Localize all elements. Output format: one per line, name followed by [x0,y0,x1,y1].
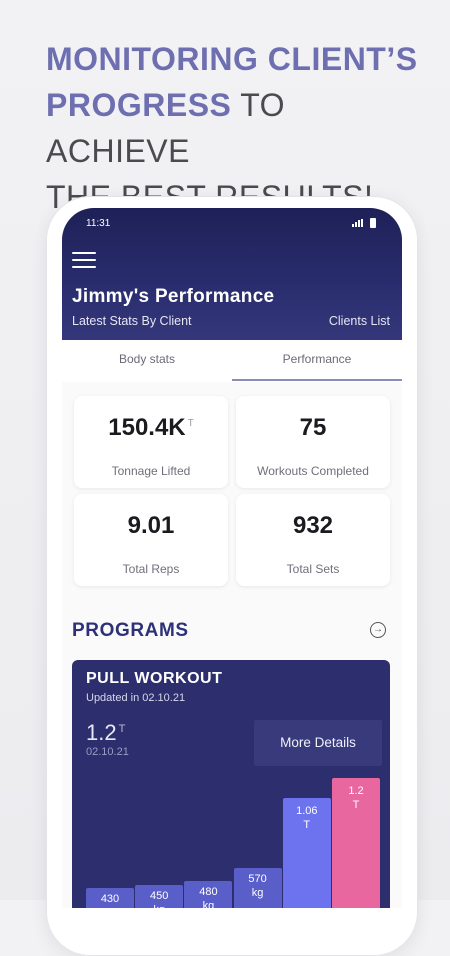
program-date: 02.10.21 [86,746,129,758]
program-updated: Updated in 02.10.21 [86,692,186,704]
signal-icon [352,219,364,227]
tab-performance[interactable]: Performance [282,352,352,366]
bar-label: 430kg [100,893,120,908]
program-title: PULL WORKOUT [86,670,223,687]
stat-label: Workouts Completed [257,464,369,478]
chart-bar: 1.2 T [332,778,380,908]
chart-bar: 450kg [135,885,184,908]
clients-list-link[interactable]: Clients List [328,314,390,328]
programs-heading: PROGRAMS [72,620,189,641]
bar-label: 450kg [150,890,169,908]
bar-label: 1.06 T [296,805,318,831]
stat-card-sets[interactable]: 932 Total Sets [236,494,390,586]
app-screen: 11:31 Jimmy's Performance Latest Stats B… [62,208,402,908]
bar-label: 570 kg [248,873,267,899]
stat-value: 9.01 [127,512,175,539]
page-subtitle: Latest Stats By Client [72,314,192,328]
promo-headline: MONITORING CLIENT’S PROGRESS TO ACHIEVE … [46,36,426,220]
app-header: 11:31 Jimmy's Performance Latest Stats B… [62,208,402,340]
chart-bar: 1.06 T [282,798,331,908]
battery-icon [370,218,376,228]
headline-text-1: TO ACHIEVE [46,87,286,169]
bar-label: 1.2 T [348,785,364,811]
stat-value: 75 [299,414,327,441]
stat-unit: T [187,418,194,429]
stat-card-tonnage[interactable]: 150.4K T Tonnage Lifted [74,396,228,488]
headline-highlight-2: PROGRESS [46,87,232,123]
menu-icon[interactable] [72,252,96,272]
program-unit: T [118,722,126,735]
stat-number: 150.4K [108,414,186,441]
arrow-right-icon[interactable]: → [370,622,386,638]
status-icons [352,218,376,228]
headline-highlight-1: MONITORING CLIENT’S [46,41,418,77]
stat-card-reps[interactable]: 9.01 Total Reps [74,494,228,586]
program-number: 1.2 [86,720,117,745]
chart-bar: 480 kg [184,881,233,908]
stat-value: 150.4K T [74,414,228,442]
program-value: 1.2 T [86,720,125,746]
chart-bar: 430kg [86,888,134,908]
chart-bar: 570 kg [233,868,282,908]
program-card[interactable]: PULL WORKOUT Updated in 02.10.21 1.2 T 02… [72,660,390,908]
tab-body-stats[interactable]: Body stats [118,352,176,366]
bar-label: 480 kg [199,886,218,908]
tab-indicator [232,379,402,381]
more-details-button[interactable]: More Details [254,720,382,766]
tab-bar: Body stats Performance [62,340,402,382]
stat-label: Total Sets [286,562,340,576]
stat-label: Tonnage Lifted [111,464,191,478]
stat-value: 932 [292,512,334,539]
stat-card-workouts[interactable]: 75 Workouts Completed [236,396,390,488]
page-title: Jimmy's Performance [72,286,275,307]
status-time: 11:31 [86,218,111,229]
stat-label: Total Reps [122,562,180,576]
